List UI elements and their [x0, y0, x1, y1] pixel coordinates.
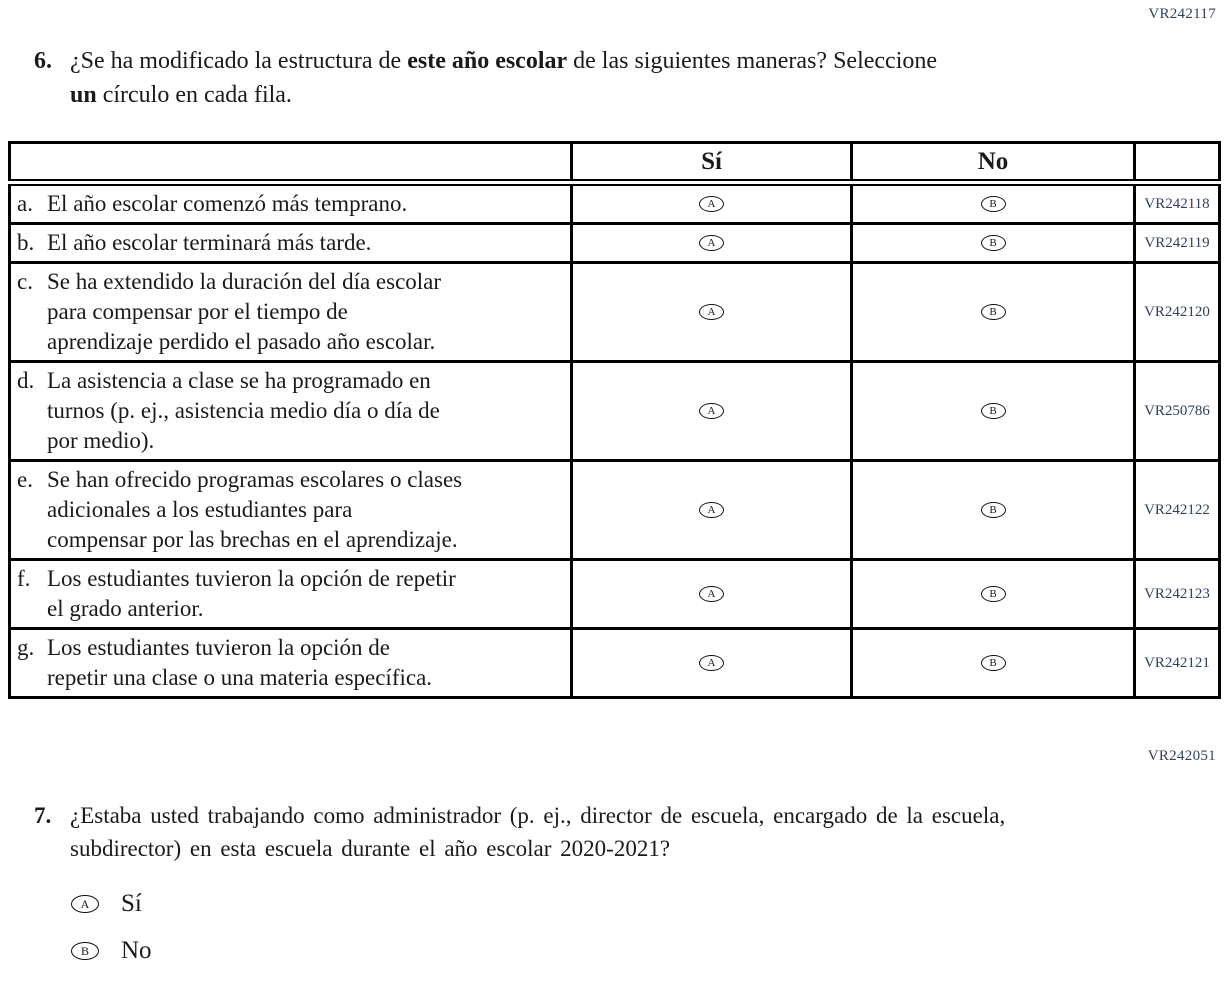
row-code: VR250786 [1133, 360, 1221, 462]
bubble-yes[interactable]: A [699, 403, 724, 420]
row-letter: b. [17, 230, 35, 255]
row-letter: c. [17, 269, 33, 294]
table-row-d: d. La asistencia a clase se ha programado… [8, 360, 1221, 462]
bubble-no[interactable]: B [980, 235, 1006, 252]
table-row-c: c. Se ha extendido la duración del día es… [8, 261, 1221, 363]
form-code-top-right: VR242117 [1148, 6, 1216, 22]
bubble-yes[interactable]: A [699, 235, 724, 252]
column-header-yes: Sí [570, 141, 853, 186]
row-statement: El año escolar terminará más tarde. [47, 230, 372, 255]
question6-table: Sí No a. El año escolar comenzó más tempr… [8, 141, 1221, 699]
question-7-text: ¿Estaba usted trabajando como administra… [70, 803, 1006, 861]
option-no-label: No [121, 936, 152, 964]
table-header-row: Sí No [8, 141, 1221, 186]
row-letter: g. [17, 635, 35, 660]
table-row-b: b. El año escolar terminará más tarde. A … [8, 222, 1221, 264]
bubble-no[interactable]: B [980, 502, 1006, 519]
row-code: VR242119 [1133, 222, 1221, 264]
row-code: VR242120 [1133, 261, 1221, 363]
form-code-mid-right: VR242051 [1147, 748, 1216, 764]
question-7-number: 7. [34, 803, 52, 828]
row-statement: Los estudiantes tuvieron la opción de re… [47, 566, 456, 621]
question-7: 7. ¿Estaba usted trabajando como adminis… [34, 799, 1194, 865]
option-yes-label: Sí [121, 889, 142, 917]
bubble-yes[interactable]: A [699, 304, 724, 321]
bubble-no[interactable]: B [980, 403, 1006, 420]
bubble-no[interactable]: B [980, 196, 1006, 213]
bubble-yes[interactable]: A [699, 655, 724, 672]
question-6-text: ¿Se ha modificado la estructura de este … [70, 44, 937, 112]
option-no[interactable]: B No [71, 935, 152, 966]
row-letter: d. [17, 368, 35, 393]
bubble-yes[interactable]: A [71, 894, 99, 913]
table-row-f: f. Los estudiantes tuvieron la opción de … [8, 558, 1221, 630]
question-6: 6. ¿Se ha modificado la estructura de es… [34, 44, 1124, 112]
row-code: VR242122 [1133, 459, 1221, 561]
row-statement: La asistencia a clase se ha programado e… [47, 368, 440, 453]
table-row-g: g. Los estudiantes tuvieron la opción de … [8, 627, 1221, 699]
row-letter: e. [17, 467, 33, 492]
row-code: VR242123 [1133, 558, 1221, 630]
row-statement: Se han ofrecido programas escolares o cl… [47, 467, 463, 552]
question-7-options: A Sí B No [71, 888, 152, 982]
question-6-number: 6. [34, 48, 52, 74]
table-row-a: a. El año escolar comenzó más temprano. A… [8, 181, 1221, 225]
bubble-no[interactable]: B [71, 941, 99, 960]
table-row-e: e. Se han ofrecido programas escolares o … [8, 459, 1221, 561]
column-header-statement [8, 141, 573, 186]
row-statement: Los estudiantes tuvieron la opción de re… [47, 635, 433, 690]
column-header-code [1133, 141, 1221, 186]
row-letter: a. [17, 191, 33, 216]
bubble-yes[interactable]: A [699, 196, 724, 213]
bubble-no[interactable]: B [980, 586, 1006, 603]
row-code: VR242118 [1133, 181, 1221, 225]
bubble-yes[interactable]: A [699, 502, 724, 519]
question-6-line1: ¿Se ha modificado la estructura de este … [70, 48, 938, 74]
bubble-no[interactable]: B [980, 304, 1006, 321]
row-letter: f. [17, 566, 31, 591]
question-6-line2: un círculo en cada fila. [70, 82, 292, 108]
row-statement: Se ha extendido la duración del día esco… [47, 269, 442, 354]
column-header-no: No [850, 141, 1136, 186]
option-yes[interactable]: A Sí [71, 888, 152, 919]
row-code: VR242121 [1133, 627, 1221, 699]
row-statement: El año escolar comenzó más temprano. [47, 191, 408, 216]
bubble-no[interactable]: B [980, 655, 1006, 672]
bubble-yes[interactable]: A [699, 586, 724, 603]
